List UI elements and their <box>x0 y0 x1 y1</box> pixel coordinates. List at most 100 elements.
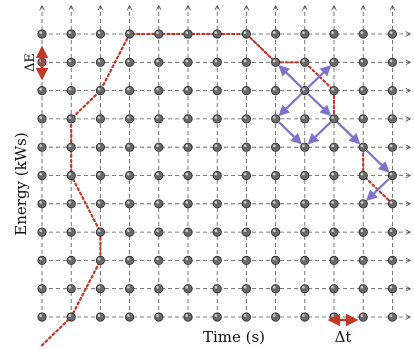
grid-node <box>329 170 339 181</box>
grid-node-highlight <box>302 59 305 63</box>
grid-node-highlight <box>360 201 364 204</box>
grid-node-highlight <box>273 314 276 317</box>
grid-node-highlight <box>97 59 101 63</box>
grid-node-highlight <box>127 31 130 34</box>
grid-node-highlight <box>127 59 130 63</box>
grid-node-highlight <box>331 286 335 289</box>
purple-arrow <box>307 65 332 88</box>
grid-node <box>66 86 76 96</box>
grid-node <box>300 284 310 294</box>
grid-node-highlight <box>97 314 101 317</box>
grid-node <box>154 227 164 237</box>
grid-node-highlight <box>389 229 393 232</box>
grid-node-highlight <box>185 314 188 317</box>
grid-node-highlight <box>214 116 218 119</box>
grid-node-highlight <box>68 116 72 119</box>
grid-node <box>183 170 193 181</box>
grid-node <box>270 227 281 237</box>
grid-node <box>358 227 368 237</box>
grid-node-highlight <box>97 286 101 289</box>
purple-arrow <box>366 178 390 202</box>
grid-node-highlight <box>127 144 130 148</box>
grid-node-highlight <box>360 229 364 232</box>
grid-nodes <box>37 29 397 322</box>
grid-node-highlight <box>214 59 218 63</box>
grid-node-highlight <box>97 116 101 119</box>
grid-node <box>241 114 251 124</box>
grid-node-highlight <box>243 314 247 317</box>
grid-node-highlight <box>243 87 247 91</box>
grid-node-highlight <box>331 257 335 261</box>
grid-node <box>183 29 193 39</box>
grid-node <box>183 255 193 265</box>
purple-arrow <box>307 121 332 145</box>
grid-node-highlight <box>273 229 276 232</box>
grid-node-highlight <box>214 172 218 176</box>
grid-node-highlight <box>156 59 159 63</box>
grid-node-highlight <box>127 229 130 232</box>
grid-node-highlight <box>243 59 247 63</box>
grid-node <box>241 86 251 96</box>
grid-node-highlight <box>127 87 130 91</box>
grid-node-highlight <box>97 201 101 204</box>
grid-node-highlight <box>39 116 42 119</box>
grid-node <box>212 199 222 209</box>
grid-node-highlight <box>331 314 335 317</box>
grid-node-highlight <box>68 257 72 261</box>
grid-node <box>212 29 222 39</box>
grid-node-highlight <box>360 31 364 34</box>
grid-node-highlight <box>39 172 42 176</box>
grid-node-highlight <box>185 286 188 289</box>
grid-node <box>358 255 368 265</box>
grid-node-highlight <box>389 87 393 91</box>
grid-node-highlight <box>243 116 247 119</box>
grid-node <box>212 114 222 124</box>
grid-node-highlight <box>389 257 393 261</box>
grid-node-highlight <box>68 144 72 148</box>
grid-node <box>212 284 222 294</box>
grid-node <box>270 255 281 265</box>
grid-node-highlight <box>39 229 42 232</box>
grid-node <box>183 86 193 96</box>
grid-node-highlight <box>273 87 276 91</box>
grid-node <box>329 199 339 209</box>
grid-node <box>95 284 106 294</box>
grid-node <box>125 255 135 265</box>
grid-node <box>125 57 135 67</box>
grid-node <box>37 114 47 124</box>
grid-node-highlight <box>156 172 159 176</box>
grid-node-highlight <box>185 59 188 63</box>
grid-node-highlight <box>389 59 393 63</box>
grid-node <box>95 114 106 124</box>
grid-node-highlight <box>68 87 72 91</box>
delta-e-label: ΔE <box>23 53 38 72</box>
grid-node-highlight <box>273 59 276 63</box>
grid-node-highlight <box>243 172 247 176</box>
grid-node <box>241 255 251 265</box>
grid-node-highlight <box>214 229 218 232</box>
grid-node-highlight <box>389 116 393 119</box>
grid-node-highlight <box>185 116 188 119</box>
grid-node <box>241 29 251 39</box>
grid-node <box>387 170 397 181</box>
grid-node <box>329 227 339 237</box>
grid-node-highlight <box>360 286 364 289</box>
grid-node <box>66 29 76 39</box>
grid-node-highlight <box>331 116 335 119</box>
grid-node <box>212 170 222 181</box>
grid-node <box>329 284 339 294</box>
grid-node-highlight <box>214 201 218 204</box>
grid-node <box>66 114 76 124</box>
grid-node-highlight <box>360 172 364 176</box>
grid-node <box>125 29 135 39</box>
grid-node <box>300 255 310 265</box>
grid-node-highlight <box>214 31 218 34</box>
grid-node-highlight <box>39 201 42 204</box>
grid-node-highlight <box>214 286 218 289</box>
grid-node <box>358 312 368 322</box>
grid-node-highlight <box>331 144 335 148</box>
purple-arrow <box>365 149 390 173</box>
grid-node-highlight <box>331 172 335 176</box>
grid-node <box>329 142 339 152</box>
grid-node-highlight <box>389 314 393 317</box>
